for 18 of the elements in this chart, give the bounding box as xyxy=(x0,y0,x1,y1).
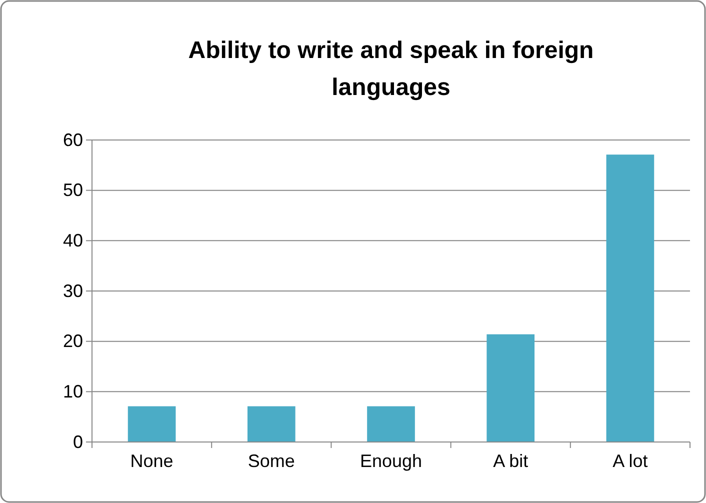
y-tick-label: 40 xyxy=(62,230,83,250)
bar xyxy=(606,154,654,442)
bar xyxy=(247,406,296,442)
y-tick-label: 10 xyxy=(62,381,83,402)
x-tick-label: Enough xyxy=(360,450,422,471)
y-tick-label: 50 xyxy=(62,180,83,200)
bar xyxy=(367,406,415,442)
x-tick-label: None xyxy=(130,450,174,471)
chart-title: Ability to write and speak in foreign languages xyxy=(188,37,594,101)
bar xyxy=(486,334,535,442)
y-tick-label: 30 xyxy=(62,280,83,301)
x-tick-label: Some xyxy=(248,450,295,471)
x-tick-label: A lot xyxy=(612,450,648,471)
y-tick-label: 60 xyxy=(62,130,83,150)
bar xyxy=(128,406,176,442)
x-tick-label: A bit xyxy=(493,450,528,471)
y-tick-label: 0 xyxy=(72,432,83,452)
y-tick-label: 20 xyxy=(62,331,83,352)
